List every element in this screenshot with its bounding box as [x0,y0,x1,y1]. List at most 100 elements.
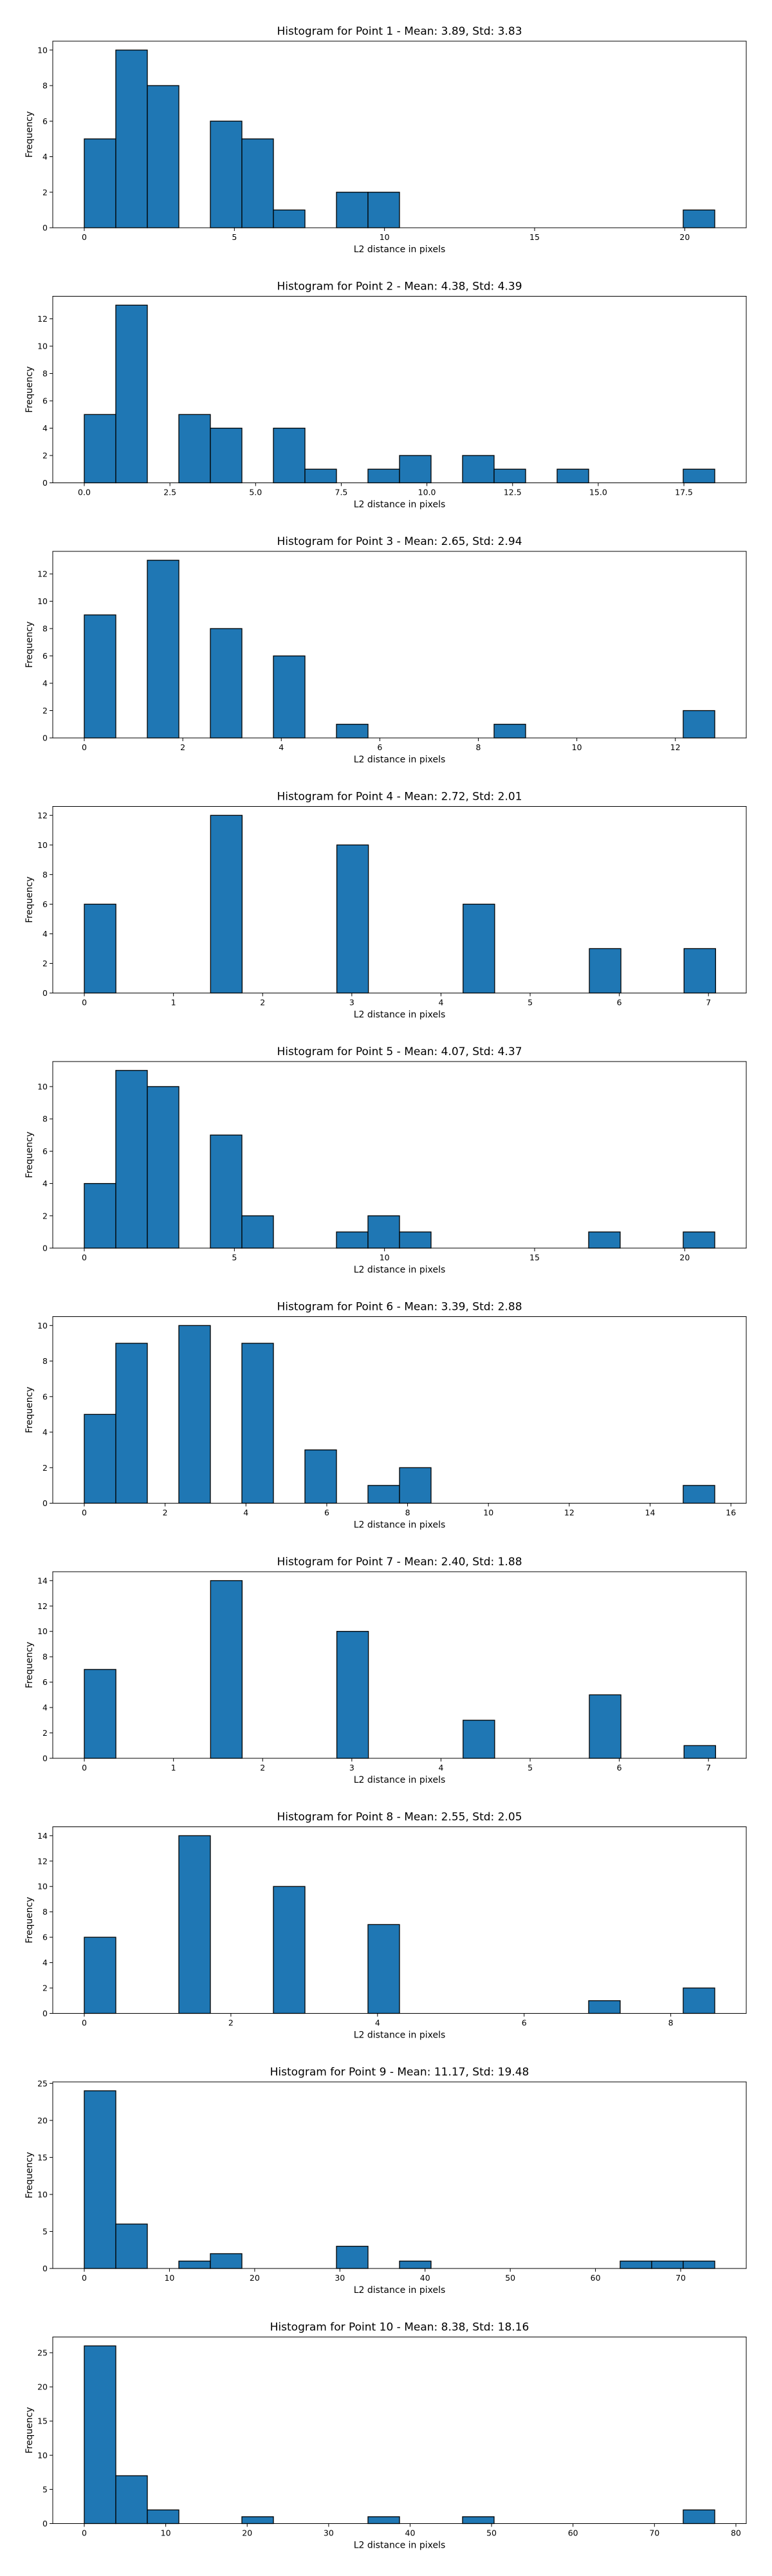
x-tick-label: 10 [161,2528,171,2538]
histogram-bar [493,724,526,739]
histogram-bar [210,814,243,994]
y-tick-label: 2 [42,187,48,197]
x-tick-label: 8 [405,1508,410,1518]
x-tick-label: 2 [180,742,185,752]
histogram-bar [399,1231,432,1249]
histogram-bar [84,614,116,739]
x-axis-label: L2 distance in pixels [354,2285,446,2295]
histogram-bar [683,2509,715,2525]
x-tick-label: 1 [171,1763,176,1772]
histogram-bar [367,192,400,228]
x-tick-label: 10 [164,2273,174,2283]
histogram-bar [115,50,148,228]
x-tick-label: 2 [260,1763,265,1772]
x-tick-label: 5 [528,998,533,1007]
x-axis-label: L2 distance in pixels [354,755,446,765]
plot-frame [52,1316,747,1504]
histogram-bar [589,1694,621,1759]
x-tick-label: 30 [324,2528,334,2538]
plot-frame [52,296,747,483]
x-tick-label: 8 [668,2018,674,2028]
x-tick-label: 12.5 [504,488,522,497]
histogram-bar [683,1231,715,1249]
histogram-bar [493,468,526,484]
y-tick-label: 10 [37,840,48,850]
chart-title: Histogram for Point 3 - Mean: 2.65, Std:… [277,535,522,548]
histogram-bar [589,948,621,994]
y-tick-label: 12 [37,1856,48,1866]
histogram-bar [273,427,306,484]
histogram-bar [115,1343,148,1504]
histogram-bar [147,2509,179,2525]
x-tick-label: 6 [377,742,382,752]
y-tick-label: 10 [37,342,48,351]
x-tick-label: 6 [617,998,622,1007]
histogram-7: Histogram for Point 7 - Mean: 2.40, Std:… [24,1556,747,1785]
histogram-bar [241,138,274,228]
y-tick-label: 12 [37,569,48,579]
x-tick-label: 40 [420,2273,430,2283]
y-tick-label: 8 [42,1114,48,1124]
histogram-bar [336,1631,369,1759]
x-tick-label: 10 [572,742,582,752]
histogram-1: Histogram for Point 1 - Mean: 3.89, Std:… [24,25,747,255]
chart-title: Histogram for Point 4 - Mean: 2.72, Std:… [277,791,522,804]
y-axis-label: Frequency [24,366,35,412]
x-axis-label: L2 distance in pixels [354,2030,446,2041]
x-axis-label: L2 distance in pixels [354,1265,446,1275]
y-axis-label: Frequency [24,876,35,923]
x-tick-label: 15 [529,232,540,242]
x-axis-label: L2 distance in pixels [354,244,446,255]
x-tick-label: 6 [617,1763,622,1772]
x-tick-label: 17.5 [675,488,693,497]
x-tick-label: 14 [645,1508,656,1518]
histogram-bar [399,455,432,484]
y-axis-label: Frequency [24,111,35,158]
x-tick-label: 2.5 [163,488,176,497]
histogram-bar [115,1070,148,1249]
x-tick-label: 1 [171,998,176,1007]
x-tick-label: 10 [483,1508,493,1518]
histogram-bar [304,468,337,484]
x-tick-label: 4 [438,1763,443,1772]
x-tick-label: 3 [349,998,354,1007]
y-tick-label: 6 [42,651,48,661]
y-tick-label: 0 [42,2519,48,2528]
x-tick-label: 50 [505,2273,515,2283]
histogram-bar [336,844,369,994]
x-tick-label: 6 [324,1508,329,1518]
y-tick-label: 10 [37,45,48,55]
y-tick-label: 25 [37,2079,48,2088]
x-tick-label: 0 [82,1253,87,1262]
histogram-bar [84,1182,116,1249]
histogram-6: Histogram for Point 6 - Mean: 3.39, Std:… [24,1301,747,1531]
x-tick-label: 0 [82,2528,87,2538]
x-tick-label: 30 [335,2273,345,2283]
x-tick-label: 8 [476,742,481,752]
histogram-bar [210,2253,243,2269]
histogram-bar [210,427,243,484]
x-tick-label: 7 [706,998,711,1007]
y-tick-label: 0 [42,1754,48,1763]
y-tick-label: 4 [42,1958,48,1967]
plot-frame [52,41,747,228]
x-tick-label: 10 [380,232,390,242]
histogram-5: Histogram for Point 5 - Mean: 4.07, Std:… [24,1045,747,1275]
x-tick-label: 5 [232,232,237,242]
y-tick-label: 0 [42,988,48,998]
y-axis-label: Frequency [24,1897,35,1943]
histogram-bar [367,468,400,484]
y-tick-label: 0 [42,1244,48,1253]
x-tick-label: 10 [380,1253,390,1262]
y-tick-label: 4 [42,1179,48,1188]
plot-frame [52,1826,747,2014]
histogram-bar [210,120,243,228]
histogram-bar [84,1413,116,1504]
histogram-bar [210,1580,243,1759]
y-axis-label: Frequency [24,621,35,668]
histogram-bar [336,1231,369,1249]
x-axis-label: L2 distance in pixels [354,2541,446,2551]
histogram-bar [367,2516,400,2525]
y-tick-label: 8 [42,624,48,634]
x-tick-label: 20 [679,232,690,242]
